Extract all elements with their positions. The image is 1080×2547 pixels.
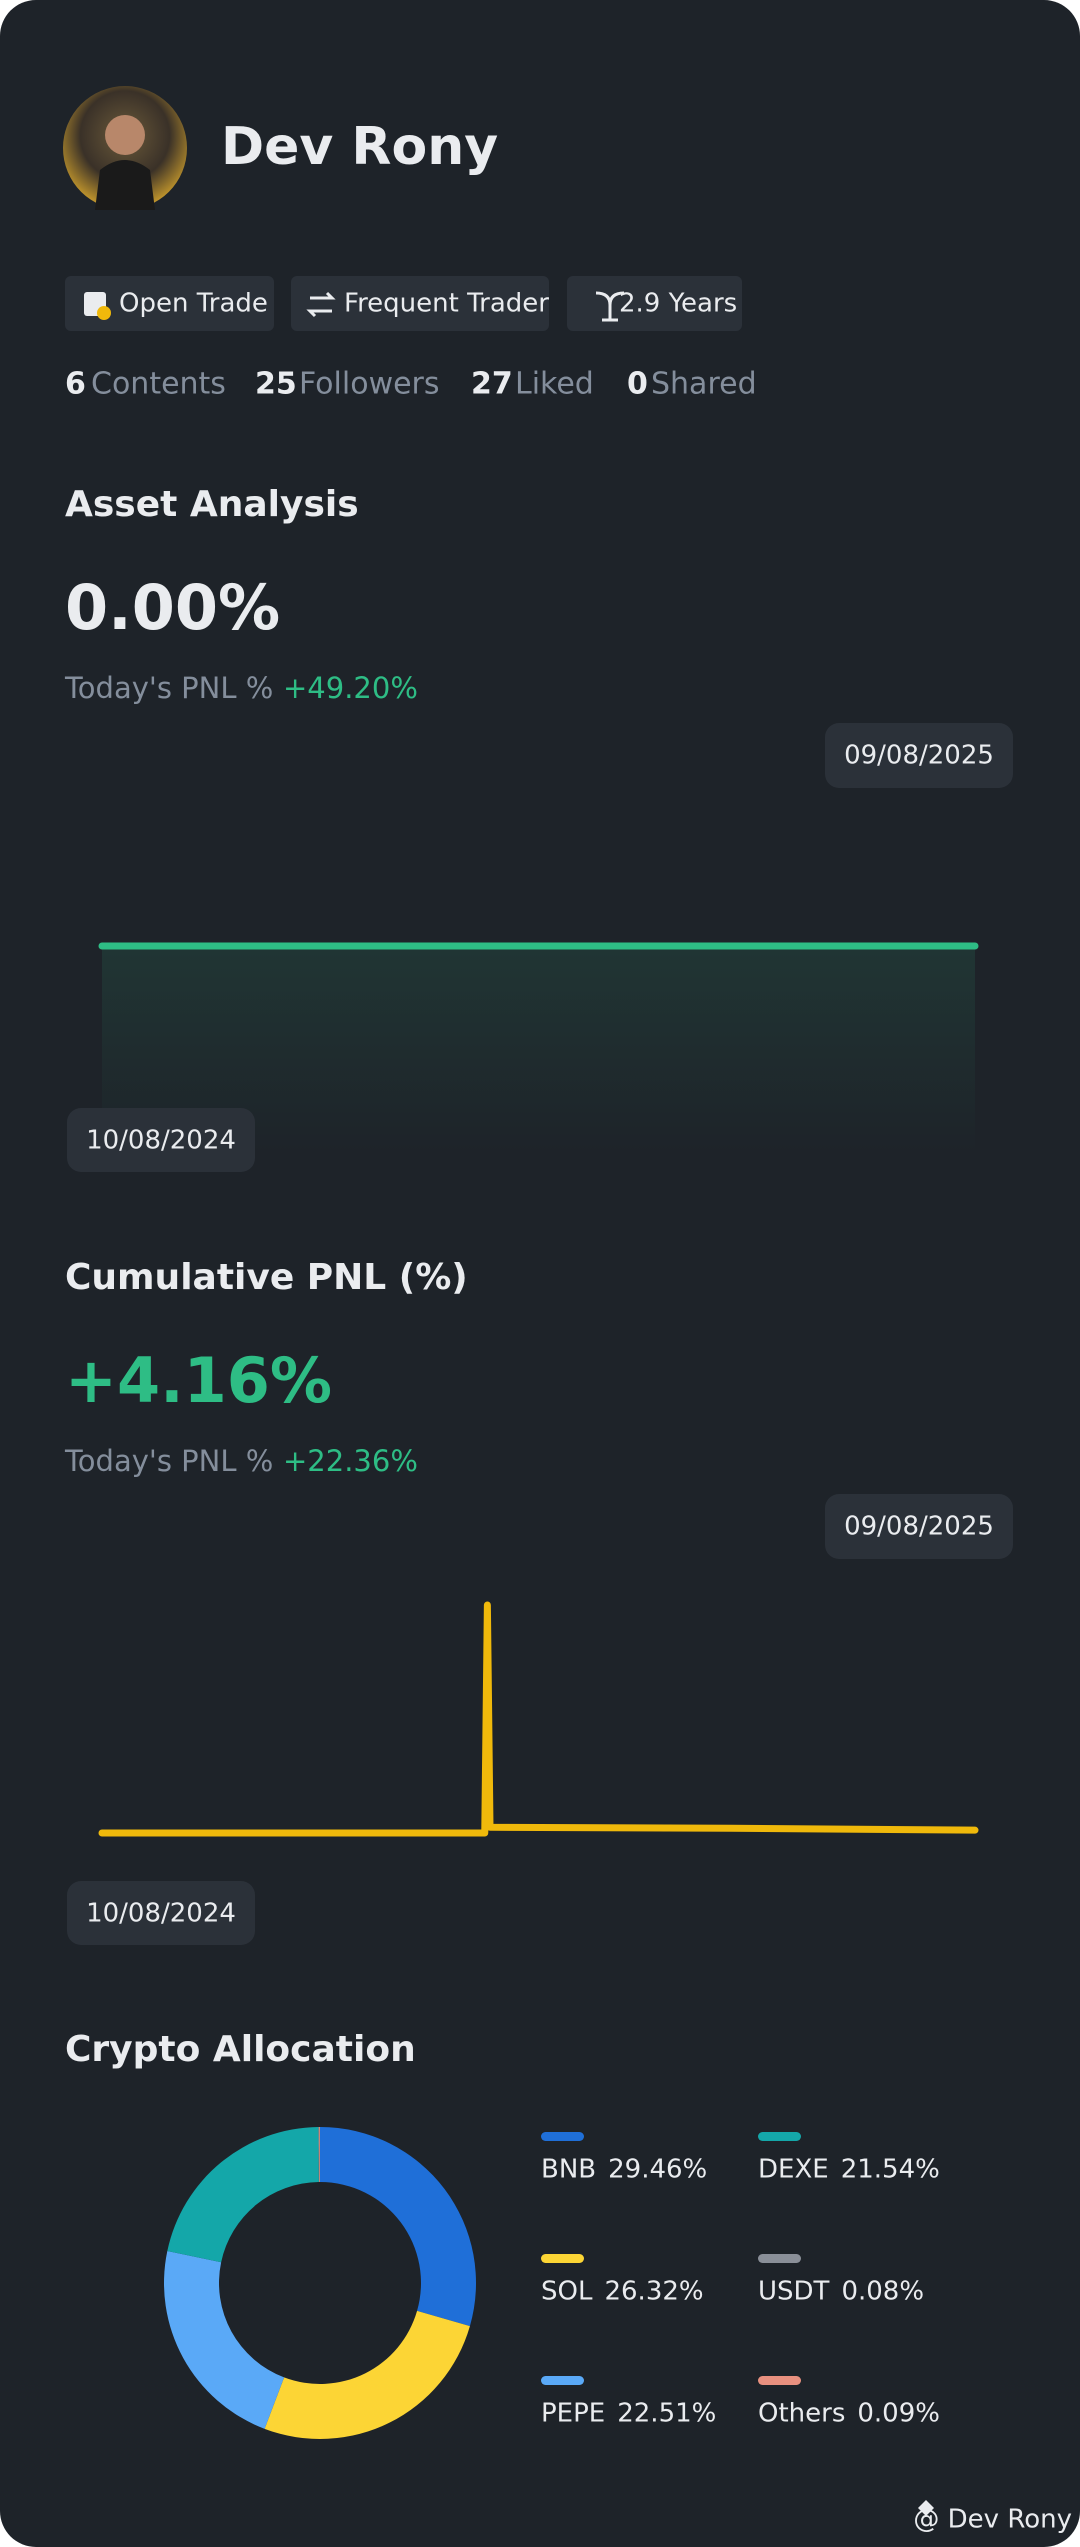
tag-icon [84, 292, 111, 320]
pnl-label: Today's PNL % [64, 671, 273, 705]
legend-value: 29.46% [608, 2155, 707, 2185]
legend-swatch [541, 2132, 584, 2141]
donut-slice [167, 2127, 319, 2263]
stat-value: 27 [471, 367, 513, 402]
big-value: 0.00% [65, 571, 280, 644]
donut-slice [318, 2127, 320, 2183]
pnl-value: +22.36% [283, 1444, 418, 1478]
watermark-logo [918, 2500, 934, 2516]
watermark: @ Dev Rony [913, 2505, 1072, 2535]
legend-swatch [541, 2376, 584, 2385]
start-date: 10/08/2024 [86, 1899, 236, 1929]
legend-swatch [758, 2254, 801, 2263]
donut-slice [164, 2250, 285, 2429]
legend-label: DEXE [758, 2155, 829, 2185]
date-badge [67, 1881, 255, 1945]
tag [291, 276, 549, 331]
tag-label: Frequent Trader [344, 289, 549, 319]
tag-label: Open Trade [119, 289, 268, 319]
legend-swatch [541, 2254, 584, 2263]
end-date: 09/08/2025 [844, 741, 994, 771]
tag-icon [595, 291, 625, 322]
legend-label: BNB [541, 2155, 596, 2185]
date-badge [825, 723, 1013, 788]
donut-slice [320, 2127, 477, 2327]
tag [65, 276, 274, 331]
stat-value: 25 [255, 367, 297, 402]
stat-label: Followers [299, 367, 440, 402]
legend-label: USDT [758, 2277, 830, 2307]
legend-label: Others [758, 2399, 845, 2429]
legend-value: 21.54% [841, 2155, 940, 2185]
stat-label: Liked [515, 367, 594, 402]
legend-value: 0.08% [841, 2277, 924, 2307]
stat-value: 0 [627, 367, 648, 402]
end-date: 09/08/2025 [844, 1512, 994, 1542]
legend-label: PEPE [541, 2399, 605, 2429]
donut-slice [319, 2127, 320, 2183]
start-date: 10/08/2024 [86, 1126, 236, 1156]
stat-label: Contents [91, 367, 226, 402]
stat-label: Shared [651, 367, 757, 402]
avatar-figure [95, 160, 155, 210]
pnl-label: Today's PNL % [64, 1444, 273, 1478]
legend-swatch [758, 2132, 801, 2141]
user-name: Dev Rony [221, 117, 498, 177]
big-value: +4.16% [65, 1344, 332, 1417]
section-title: Asset Analysis [65, 484, 359, 525]
tag-icon [306, 291, 336, 318]
date-badge [825, 1494, 1013, 1559]
legend-value: 0.09% [857, 2399, 940, 2429]
donut-slice [264, 2310, 470, 2440]
line [98, 1601, 979, 1837]
section-title: Crypto Allocation [65, 2029, 416, 2070]
legend-value: 22.51% [617, 2399, 716, 2429]
date-badge [67, 1108, 255, 1172]
line-area [102, 946, 975, 1153]
section-title: Cumulative PNL (%) [65, 1257, 468, 1298]
legend-swatch [758, 2376, 801, 2385]
legend-value: 26.32% [604, 2277, 703, 2307]
tag-label: 2.9 Years [619, 289, 737, 319]
legend-label: SOL [541, 2277, 593, 2307]
avatar-face [105, 115, 145, 155]
pnl-value: +49.20% [283, 671, 418, 705]
stat-value: 6 [65, 367, 86, 402]
